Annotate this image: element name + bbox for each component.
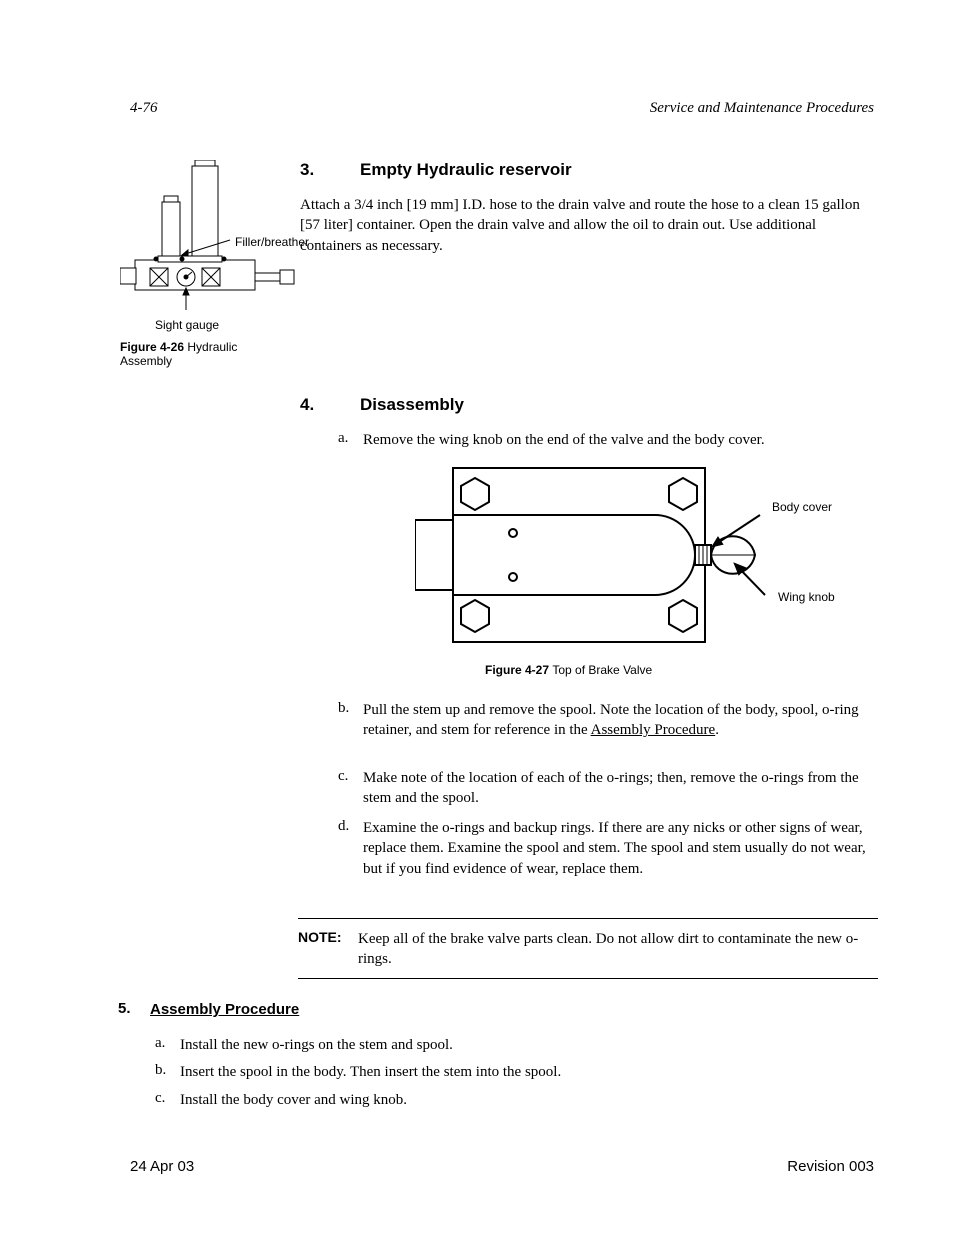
fig-assembly-label-filler: Filler/breather: [235, 235, 309, 249]
step-3-title: Empty Hydraulic reservoir: [360, 160, 572, 180]
brake-valve-svg: [415, 460, 795, 660]
step-4a-letter: a.: [338, 430, 348, 447]
step-4d-text: Examine the o-rings and backup rings. If…: [363, 818, 873, 879]
step-4-number: 4.: [300, 395, 314, 415]
note-label: NOTE:: [298, 929, 358, 945]
step-4b-letter: b.: [338, 700, 349, 717]
step-5-title-text: Assembly Procedure: [150, 1001, 299, 1018]
step-5c-letter: c.: [155, 1090, 165, 1107]
step-5-title: Assembly Procedure: [150, 1000, 299, 1020]
step-4b-after: .: [715, 722, 719, 738]
fig-assembly-label-gauge: Sight gauge: [155, 318, 219, 332]
step-3-body: Attach a 3/4 inch [19 mm] I.D. hose to t…: [300, 195, 870, 256]
step-5-number: 5.: [118, 1000, 131, 1017]
step-5a-letter: a.: [155, 1035, 165, 1052]
step-5b-letter: b.: [155, 1062, 166, 1079]
fig-valve-caption-text: Top of Brake Valve: [552, 663, 652, 677]
step-4-title: Disassembly: [360, 395, 464, 415]
fig-assembly-caption-prefix: Figure 4-26: [120, 340, 187, 354]
step-4d-letter: d.: [338, 818, 349, 835]
section-title: Service and Maintenance Procedures: [650, 100, 874, 117]
note-text: Keep all of the brake valve parts clean.…: [358, 929, 878, 970]
step-4c-letter: c.: [338, 768, 348, 785]
step-5c-text: Install the body cover and wing knob.: [180, 1090, 870, 1110]
fig-valve-label-wingknob: Wing knob: [778, 590, 835, 604]
step-4c-text: Make note of the location of each of the…: [363, 768, 873, 809]
step-4b-text: Pull the stem up and remove the spool. N…: [363, 700, 873, 741]
step-5a-text: Install the new o-rings on the stem and …: [180, 1035, 870, 1055]
figure-brake-valve: [415, 460, 795, 690]
page: 4-76 Service and Maintenance Procedures: [0, 0, 954, 1235]
fig-assembly-caption: Figure 4-26 Hydraulic Assembly: [120, 340, 280, 368]
footer-revision: Revision 003: [787, 1158, 874, 1175]
step-5b-text: Insert the spool in the body. Then inser…: [180, 1062, 870, 1082]
fig-valve-caption: Figure 4-27 Top of Brake Valve: [485, 663, 652, 677]
step-4a-text: Remove the wing knob on the end of the v…: [363, 430, 868, 450]
note-block: NOTE: Keep all of the brake valve parts …: [298, 918, 878, 979]
fig-valve-label-bodycover: Body cover: [772, 500, 832, 514]
fig-valve-caption-prefix: Figure 4-27: [485, 663, 552, 677]
step-4b-link[interactable]: Assembly Procedure: [591, 722, 716, 738]
step-3-number: 3.: [300, 160, 314, 180]
footer-date: 24 Apr 03: [130, 1158, 194, 1175]
page-number: 4-76: [130, 100, 158, 117]
